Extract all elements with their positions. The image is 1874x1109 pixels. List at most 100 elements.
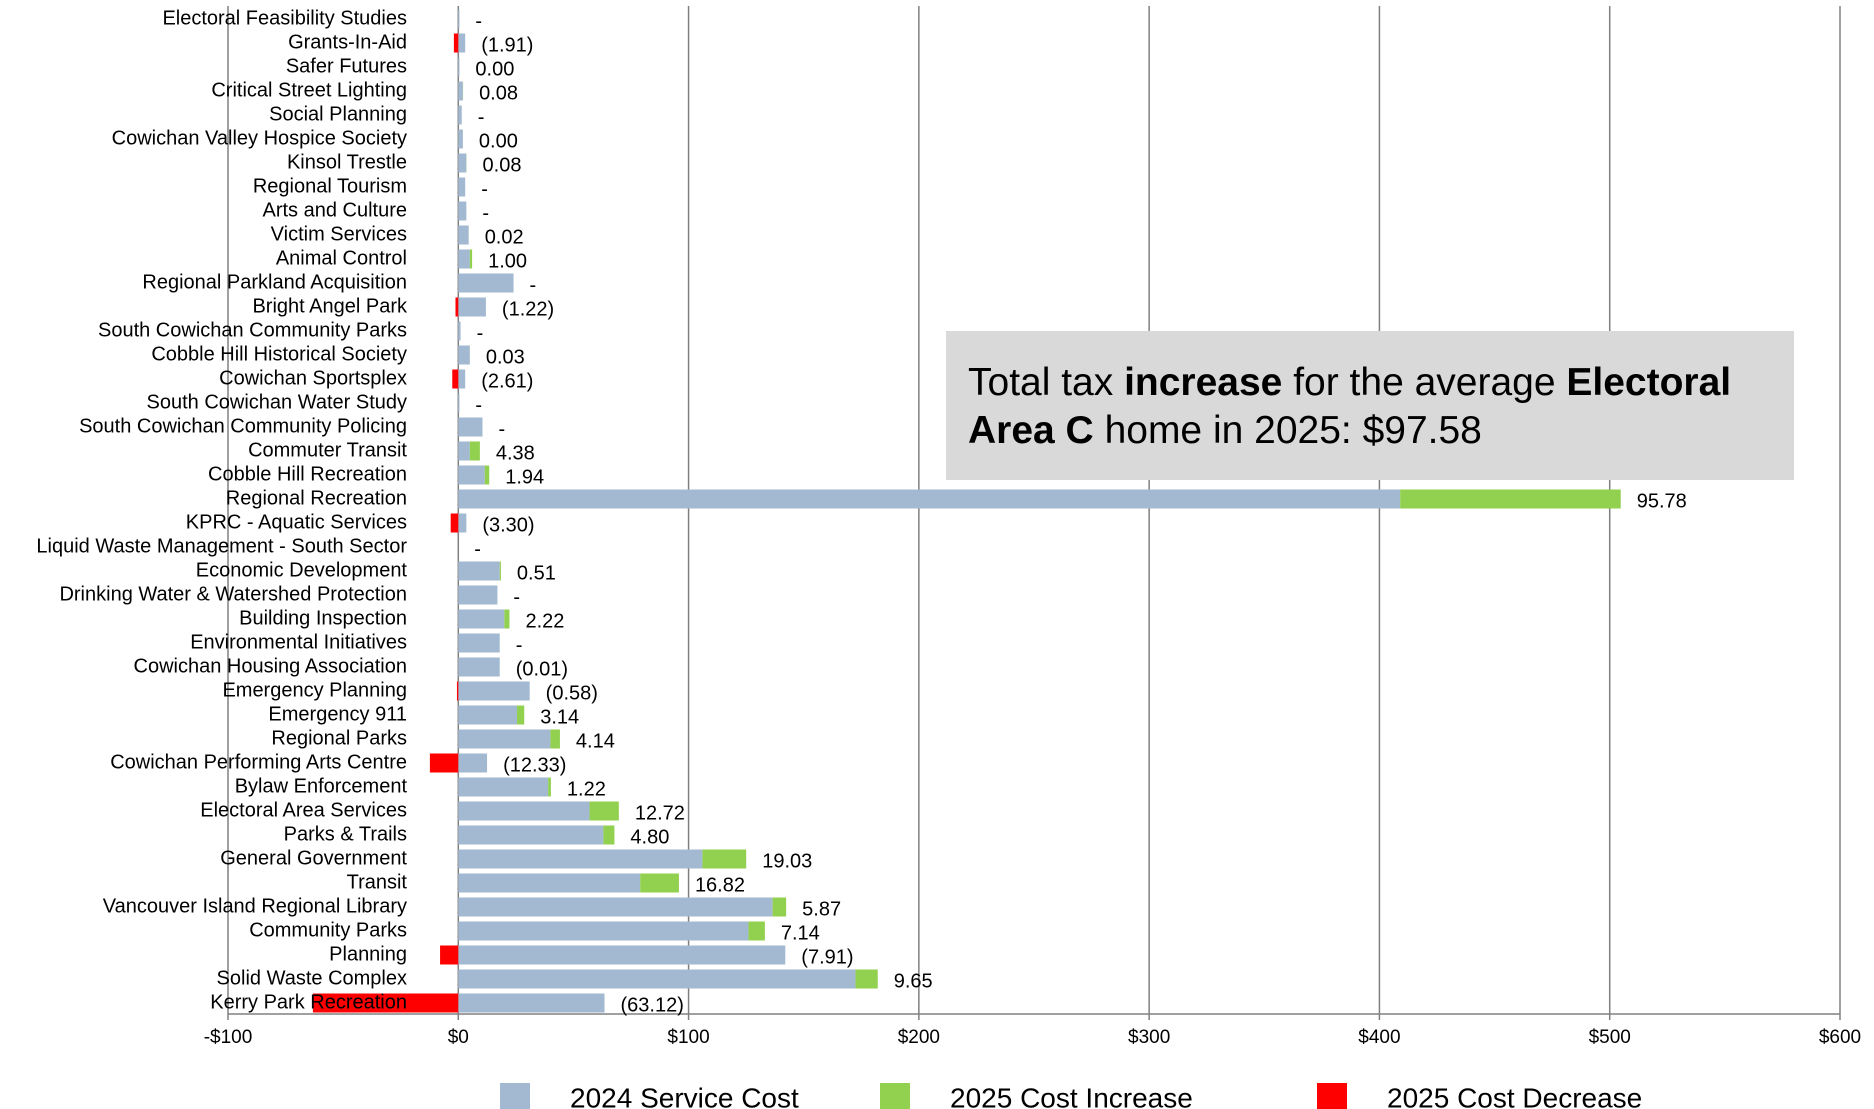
- category-label: Cowichan Sportsplex: [219, 367, 407, 389]
- bar-increase: [504, 609, 510, 629]
- bar-increase: [702, 849, 747, 869]
- data-label: (1.91): [481, 34, 533, 56]
- data-label: 2.22: [525, 610, 564, 632]
- bar-2024: [458, 177, 466, 197]
- data-label: -: [475, 10, 482, 32]
- annotation: Total tax increase for the average Elect…: [946, 331, 1794, 480]
- data-label: -: [516, 634, 523, 656]
- category-label: Emergency Planning: [222, 679, 407, 701]
- data-label: 4.14: [576, 730, 615, 752]
- bar-2024: [458, 801, 590, 821]
- bar-decrease: [452, 369, 459, 389]
- data-label: 95.78: [1637, 490, 1687, 512]
- legend-swatch: [880, 1083, 910, 1109]
- bar-increase: [748, 921, 765, 941]
- annotation-part: increase: [1124, 361, 1283, 404]
- data-label: 0.03: [486, 346, 525, 368]
- x-tick-label: $100: [667, 1027, 709, 1048]
- bar-increase: [772, 897, 787, 917]
- bar-increase: [603, 825, 615, 845]
- data-label: 16.82: [695, 874, 745, 896]
- bar-2024: [458, 201, 467, 221]
- bar-2024: [458, 489, 1401, 509]
- data-label: -: [530, 274, 537, 296]
- bar-2024: [458, 321, 461, 341]
- annotation-part: Electoral Area C: [968, 361, 1741, 452]
- x-tick-label: $400: [1358, 1027, 1400, 1048]
- bar-increase: [855, 969, 878, 989]
- category-label: Animal Control: [276, 247, 407, 269]
- x-tick-label: -$100: [204, 1027, 253, 1048]
- bar-2024: [458, 873, 641, 893]
- category-label: Regional Tourism: [253, 175, 407, 197]
- bar-increase: [469, 249, 473, 269]
- bar-2024: [458, 633, 500, 653]
- category-label: Social Planning: [269, 103, 407, 125]
- category-label: Planning: [329, 943, 407, 965]
- data-label: -: [513, 586, 520, 608]
- bar-2024: [458, 777, 549, 797]
- data-label: -: [474, 538, 481, 560]
- data-label: (1.22): [502, 298, 554, 320]
- category-label: Kerry Park Recreation: [210, 991, 407, 1013]
- data-label: 12.72: [635, 802, 685, 824]
- bar-decrease: [453, 33, 459, 53]
- annotation-part: Total tax: [968, 361, 1125, 404]
- category-label: Community Parks: [249, 919, 407, 941]
- data-label: (63.12): [621, 994, 684, 1016]
- bar-increase: [484, 465, 490, 485]
- category-label: Victim Services: [271, 223, 407, 245]
- legend-swatch: [500, 1083, 530, 1109]
- data-label: 0.00: [475, 58, 514, 80]
- bar-2024: [458, 729, 551, 749]
- bar-increase: [550, 729, 560, 749]
- annotation-part: home in 2025: $97.58: [1093, 409, 1482, 452]
- bar-2024: [458, 249, 470, 269]
- bar-2024: [458, 105, 462, 125]
- bar-2024: [458, 297, 486, 317]
- bar-2024: [458, 993, 605, 1013]
- bar-2024: [458, 441, 470, 461]
- x-tick-label: $300: [1128, 1027, 1170, 1048]
- bar-2024: [458, 825, 604, 845]
- legend-label: 2025 Cost Decrease: [1387, 1082, 1642, 1109]
- bar-2024: [458, 9, 460, 29]
- category-label: Cowichan Housing Association: [134, 655, 408, 677]
- category-label: Regional Parkland Acquisition: [142, 271, 407, 293]
- bar-2024: [458, 417, 483, 437]
- data-label: 4.38: [496, 442, 535, 464]
- x-tick-label: $600: [1819, 1027, 1861, 1048]
- category-label: Emergency 911: [268, 703, 407, 725]
- legend-label: 2024 Service Cost: [570, 1082, 799, 1109]
- data-label: -: [481, 178, 488, 200]
- x-tick-label: $200: [898, 1027, 940, 1048]
- x-tick-label: $0: [448, 1027, 469, 1048]
- bar-2024: [458, 57, 460, 77]
- data-label: (3.30): [482, 514, 534, 536]
- bar-2024: [458, 945, 786, 965]
- data-label: -: [477, 322, 484, 344]
- data-label: 0.08: [479, 82, 518, 104]
- category-label: South Cowichan Water Study: [147, 391, 408, 413]
- data-label: 4.80: [630, 826, 669, 848]
- bar-decrease: [312, 993, 459, 1013]
- bar-2024: [458, 33, 466, 53]
- category-label: Safer Futures: [286, 55, 407, 77]
- bar-2024: [458, 657, 500, 677]
- data-label: 19.03: [762, 850, 812, 872]
- category-label: Regional Parks: [271, 727, 407, 749]
- category-label: Electoral Feasibility Studies: [162, 7, 407, 29]
- category-label: Arts and Culture: [262, 199, 407, 221]
- data-label: (0.01): [516, 658, 568, 680]
- bar-2024: [458, 273, 514, 293]
- category-label: Liquid Waste Management - South Sector: [36, 535, 407, 557]
- bar-2024: [458, 681, 530, 701]
- x-tick-label: $500: [1589, 1027, 1631, 1048]
- data-label: 3.14: [540, 706, 579, 728]
- bar-2024: [458, 81, 463, 101]
- bar-2024: [458, 561, 500, 581]
- annotation-part: for the average: [1282, 361, 1567, 404]
- category-label: Building Inspection: [239, 607, 407, 629]
